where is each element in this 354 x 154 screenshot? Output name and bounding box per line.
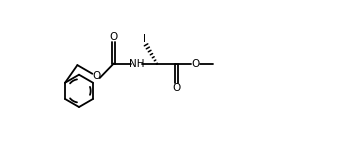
Text: O: O — [172, 83, 180, 93]
Text: O: O — [92, 71, 100, 81]
Text: O: O — [192, 59, 200, 69]
Text: NH: NH — [129, 59, 144, 69]
Text: I: I — [143, 34, 146, 45]
Text: O: O — [110, 32, 118, 42]
